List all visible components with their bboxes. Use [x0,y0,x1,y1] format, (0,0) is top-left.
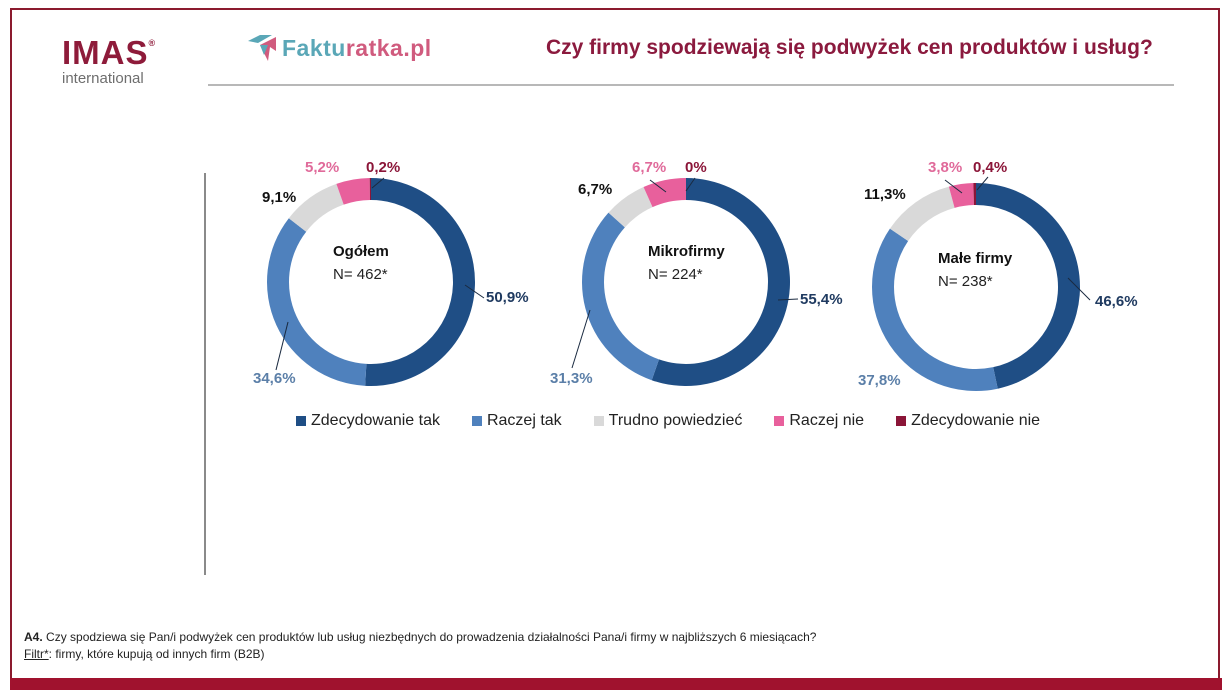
donut-segment [976,183,1081,389]
donut-segment [582,212,659,381]
legend-item: Raczej tak [471,412,562,430]
chart-legend: Zdecydowanie tak Raczej tak Trudno powie… [296,412,1072,430]
page-title: Czy firmy spodziewają się podwyżek cen p… [546,36,1153,59]
data-label: 55,4% [800,291,843,308]
leader-line [685,177,696,192]
legend-swatch-icon [774,416,785,426]
leader-line [464,284,485,299]
data-label: 46,6% [1095,293,1138,310]
legend-swatch-icon [593,416,604,426]
data-label: 5,2% [305,159,339,176]
donut-segment [288,183,344,232]
footnote: A4. Czy spodziewa się Pan/i podwyżek cen… [24,629,816,663]
donut-sample-size: N= 238* [938,273,993,290]
donut-title: Małe firmy [938,250,1013,267]
leader-line [976,176,989,191]
header-divider [208,84,1174,86]
fakturatka-logo: Fakturatka.pl [246,33,432,63]
data-label: 3,8% [928,159,962,176]
data-label: 0,2% [366,159,400,176]
donut-sample-size: N= 462* [333,266,388,283]
data-label: 0,4% [973,159,1007,176]
vertical-divider [204,173,206,575]
leader-line [275,321,289,371]
donut-segment [973,183,976,206]
donut-segment [872,228,998,391]
legend-item: Raczej nie [774,412,864,430]
data-label: 31,3% [550,370,593,387]
donut-segment [889,186,955,241]
data-label: 0% [685,159,707,176]
legend-item: Trudno powiedzieć [593,412,742,430]
donut-segment [948,183,974,208]
leader-line [777,298,799,301]
data-label: 11,3% [864,186,906,203]
donut-sample-size: N= 224* [648,266,703,283]
data-label: 50,9% [486,289,529,306]
donut-segment [643,178,686,208]
legend-swatch-icon [471,416,482,426]
bottom-bar [10,678,1222,690]
imas-logo-subtitle: international [62,70,144,87]
donut-chart-mikrofirmy: 55,4% 31,3% 6,7% 6,7% 0% Mikrofirmy N= 224* [550,159,843,387]
leader-line [649,179,667,193]
leader-line [571,309,591,369]
data-label: 37,8% [858,372,901,389]
donut-chart-ogolem: 50,9% 34,6% 9,1% 5,2% 0,2% Ogółem N= 462* [253,159,529,387]
donut-chart-male-firmy: 46,6% 37,8% 11,3% 3,8% 0,4% Małe firmy N= 238* [858,159,1138,391]
legend-item: Zdecydowanie nie [896,412,1040,430]
data-label: 6,7% [632,159,666,176]
data-label: 34,6% [253,370,296,387]
leader-line [944,179,963,194]
donut-segment [266,218,367,386]
data-label: 6,7% [578,181,612,198]
donut-segment [336,178,370,205]
legend-item: Zdecydowanie tak [296,412,440,430]
legend-swatch-icon [296,416,306,426]
donut-segment [365,178,475,386]
donut-title: Ogółem [333,243,389,260]
imas-logo: IMAS® [62,34,157,71]
donut-segment [608,187,653,228]
donut-segment [651,178,791,386]
data-label: 9,1% [262,189,296,206]
leader-line [371,177,385,189]
filter-text: Filtr*: firmy, które kupują od innych fi… [24,647,265,661]
question-text: A4. Czy spodziewa się Pan/i podwyżek cen… [24,630,817,644]
donut-title: Mikrofirmy [648,243,725,260]
leader-line [1067,277,1091,301]
fakturatka-arrow-icon [248,35,276,61]
legend-swatch-icon [896,416,907,426]
donut-segment [369,178,371,201]
